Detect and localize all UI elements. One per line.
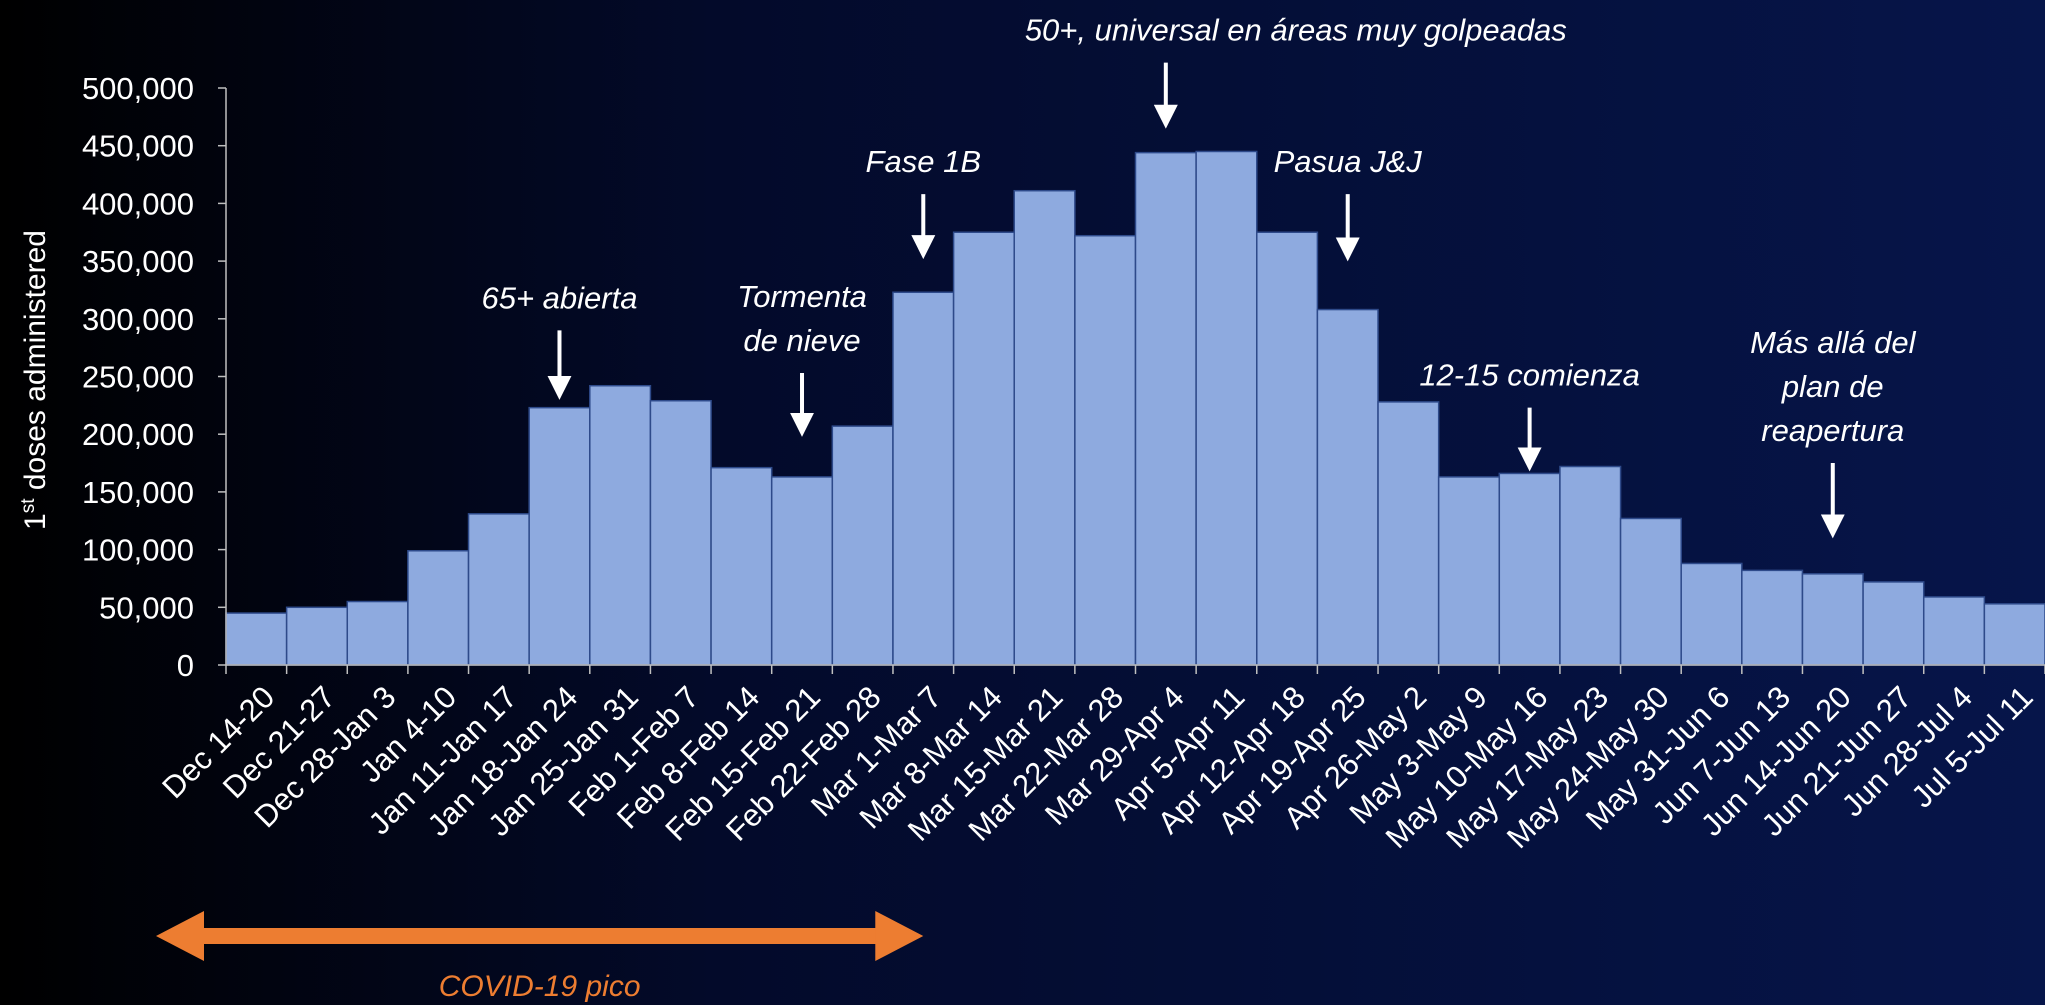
annotations-group: 65+ abierta Tormenta de nieve Fase 1B 50+, u… xyxy=(481,13,1917,539)
annotation-label: Pasua J&J xyxy=(1274,144,1423,179)
bar-jan-18-jan-24 xyxy=(528,406,591,666)
bar-dec-28-jan-3 xyxy=(346,600,409,666)
bar-jan-4-10 xyxy=(407,550,470,666)
bar-jun-14-jun-20 xyxy=(1801,573,1864,666)
covid-peak-range: COVID-19 pico xyxy=(156,911,924,1003)
bar-apr-19-apr-25 xyxy=(1316,308,1379,666)
range-label: COVID-19 pico xyxy=(439,970,641,1003)
annotation-label: 12-15 comienza xyxy=(1419,358,1640,393)
annotation-label: 50+, universal en áreas muy golpeadas xyxy=(1025,13,1567,48)
bar-feb-15-feb-21 xyxy=(770,476,834,666)
y-tick-label: 100,000 xyxy=(82,533,194,568)
bar-mar-29-apr-4 xyxy=(1134,151,1197,666)
bar-feb-1-feb-7 xyxy=(649,399,712,666)
y-tick-label: 400,000 xyxy=(82,186,194,221)
y-tick-label: 450,000 xyxy=(82,129,194,164)
bar-jan-11-jan-17 xyxy=(467,513,530,666)
y-tick-label: 150,000 xyxy=(82,475,194,510)
bar-jan-25-jan-31 xyxy=(589,384,652,666)
bar-jun-21-jun-27 xyxy=(1862,581,1925,666)
y-tick-label: 200,000 xyxy=(82,417,194,452)
bar-mar-15-mar-21 xyxy=(1013,189,1076,666)
bar-may-3-may-9 xyxy=(1437,476,1501,666)
bar-feb-22-feb-28 xyxy=(831,425,894,666)
bars-group xyxy=(225,150,2045,666)
bar-dec-14-20 xyxy=(225,612,288,666)
y-tick-label: 0 xyxy=(177,648,194,683)
bar-feb-8-feb-14 xyxy=(710,466,773,666)
y-tick-label: 50,000 xyxy=(99,590,194,625)
bar-jul-5-jul-11 xyxy=(1983,603,2045,666)
bar-apr-12-apr-18 xyxy=(1256,231,1319,666)
bar-apr-26-may-2 xyxy=(1377,401,1440,666)
bar-mar-8-mar-14 xyxy=(952,231,1015,666)
y-axis-title-superscript: st xyxy=(18,498,39,514)
annotation-label: 65+ abierta xyxy=(481,280,637,315)
bar-may-10-may-16 xyxy=(1498,472,1561,666)
bar-may-31-jun-6 xyxy=(1680,562,1743,666)
bar-jun-7-jun-13 xyxy=(1741,569,1804,666)
bar-jun-28-jul-4 xyxy=(1922,596,1986,666)
bar-may-24-may-30 xyxy=(1619,517,1682,666)
annotation-label: Más allá del plan de reapertura xyxy=(1750,325,1917,448)
range-arrow-head-right xyxy=(875,911,924,961)
y-tick-label: 250,000 xyxy=(82,360,194,395)
y-tick-label: 300,000 xyxy=(82,302,194,337)
y-tick-label: 500,000 xyxy=(82,71,194,106)
bar-mar-22-mar-28 xyxy=(1074,234,1137,666)
range-arrow-head-left xyxy=(156,911,204,961)
annotation-label: Tormenta de nieve xyxy=(737,279,867,358)
bar-apr-5-apr-11 xyxy=(1195,150,1258,666)
annotation-label: Fase 1B xyxy=(866,144,981,179)
bar-mar-1-mar-7 xyxy=(892,291,955,666)
y-axis-title: 1st doses administered xyxy=(18,230,52,530)
bar-dec-21-27 xyxy=(285,606,349,666)
bar-may-17-may-23 xyxy=(1559,465,1622,666)
y-tick-label: 350,000 xyxy=(82,244,194,279)
